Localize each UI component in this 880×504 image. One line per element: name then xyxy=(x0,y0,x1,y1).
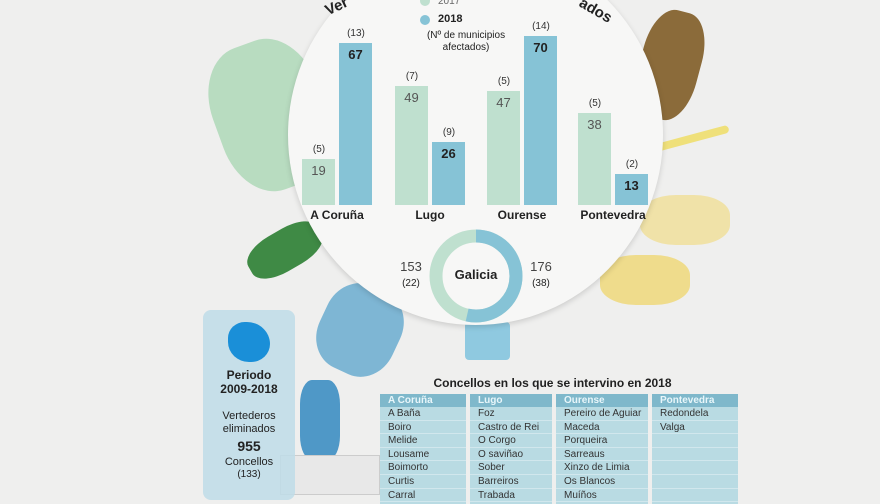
period-value: 2009-2018 xyxy=(220,382,278,396)
municipios-label: (13) xyxy=(347,27,365,39)
bar-2018-1: 26 xyxy=(432,142,465,205)
table-cell: Curtis xyxy=(380,475,466,489)
table-column: A Coruña A Baña Boiro Melide Lousame Boimorto… xyxy=(380,394,466,504)
legend-label-2017: 2017 xyxy=(438,0,461,7)
bar-2017-2: 47 xyxy=(487,91,520,205)
galicia-2018-value: 176 xyxy=(530,259,552,274)
table-cell: Sober xyxy=(470,461,552,475)
summary-panel: Periodo 2009-2018 Vertederos eliminados … xyxy=(203,310,295,500)
municipios-label: (5) xyxy=(497,76,511,88)
table-cell: Redondela xyxy=(652,407,738,421)
table-cell: Castro de Rei xyxy=(470,421,552,435)
municipios-label: (5) xyxy=(588,98,602,110)
bar-2017-1: 49 xyxy=(395,86,428,205)
appliance-image xyxy=(280,455,380,495)
table-header: Lugo xyxy=(470,394,552,407)
metric-label: Vertederos eliminados xyxy=(222,410,276,435)
table-cell: A Baña xyxy=(380,407,466,421)
legend-swatch-2018 xyxy=(420,15,430,25)
table-column: Pontevedra Redondela Valga xyxy=(652,394,738,504)
bar-value-label: 26 xyxy=(441,146,456,162)
table-header: Pontevedra xyxy=(652,394,738,407)
table-cell: Porqueira xyxy=(556,434,648,448)
legend-swatch-2017 xyxy=(420,0,430,6)
bar-value-label: 19 xyxy=(311,163,326,179)
water-splash-image xyxy=(300,380,340,460)
table-cell: Os Blancos xyxy=(556,475,648,489)
table-cell: Pereiro de Aguiar xyxy=(556,407,648,421)
concellos-label: Concellos xyxy=(224,456,274,468)
table-header: Ourense xyxy=(556,394,648,407)
bar-value-label: 47 xyxy=(496,95,511,111)
table-cell xyxy=(652,434,738,448)
galicia-2018-municipios: (38) xyxy=(532,278,550,289)
table-title: Concellos en los que se intervino en 201… xyxy=(433,376,672,390)
table-cell: Trabada xyxy=(470,489,552,503)
category-label: A Coruña xyxy=(310,208,364,222)
bar-2018-0: 67 xyxy=(339,42,372,205)
municipios-label: (2) xyxy=(625,158,639,170)
bar-2017-0: 19 xyxy=(302,159,335,205)
table-cell: Boiro xyxy=(380,421,466,435)
table-cell: Carral xyxy=(380,489,466,503)
table-header: A Coruña xyxy=(380,394,466,407)
table-cell: Xinzo de Limia xyxy=(556,461,648,475)
bar-2017-3: 38 xyxy=(578,113,611,205)
table-cell: Sarreaus xyxy=(556,448,648,462)
table-cell xyxy=(652,448,738,462)
table-column: Lugo Foz Castro de Rei O Corgo O saviñao Sobe… xyxy=(470,394,552,504)
paper-cup-image xyxy=(465,322,510,360)
table-cell xyxy=(652,461,738,475)
galicia-2017-value: 153 xyxy=(400,259,422,274)
category-label: Ourense xyxy=(497,208,547,222)
table-cell: Maceda xyxy=(556,421,648,435)
concellos-value: (133) xyxy=(237,469,261,480)
bar-2018-2: 70 xyxy=(524,35,557,205)
table-cell: Foz xyxy=(470,407,552,421)
bar-2018-3: 13 xyxy=(615,173,648,205)
table-cell: Lousame xyxy=(380,448,466,462)
table-column: Ourense Pereiro de Aguiar Maceda Porqueira S… xyxy=(556,394,648,504)
table-cell xyxy=(652,489,738,503)
galicia-2017-municipios: (22) xyxy=(402,278,420,289)
bar-value-label: 49 xyxy=(404,90,419,106)
donut-2018-segment xyxy=(429,229,523,323)
table-cell: Melide xyxy=(380,434,466,448)
period-label: Periodo xyxy=(226,368,272,382)
municipios-label: (7) xyxy=(405,71,419,83)
municipios-label: (14) xyxy=(532,20,550,32)
table-cell: Barreiros xyxy=(470,475,552,489)
galicia-donut xyxy=(429,229,523,323)
table-cell: Boimorto xyxy=(380,461,466,475)
municipios-label: (9) xyxy=(442,127,456,139)
legend-note: (Nº de municipios afectados) xyxy=(426,30,506,53)
galicia-label: Galicia xyxy=(454,267,498,282)
crumpled-paper-image xyxy=(640,195,730,245)
table-cell: O Corgo xyxy=(470,434,552,448)
table-cell: O saviñao xyxy=(470,448,552,462)
table-cell: Muíños xyxy=(556,489,648,503)
galicia-map-icon xyxy=(228,322,270,362)
category-label: Pontevedra xyxy=(580,208,646,222)
legend-label-2018: 2018 xyxy=(438,13,463,25)
table-cell: Valga xyxy=(652,421,738,435)
bar-value-label: 70 xyxy=(533,39,548,55)
bar-value-label: 67 xyxy=(348,46,363,62)
municipios-label: (5) xyxy=(312,144,326,156)
bar-value-label: 13 xyxy=(624,177,639,193)
table-cell xyxy=(652,475,738,489)
chips-bag-image xyxy=(600,255,690,305)
category-label: Lugo xyxy=(415,208,445,222)
bar-value-label: 38 xyxy=(587,117,602,133)
metric-value: 955 xyxy=(237,438,261,454)
